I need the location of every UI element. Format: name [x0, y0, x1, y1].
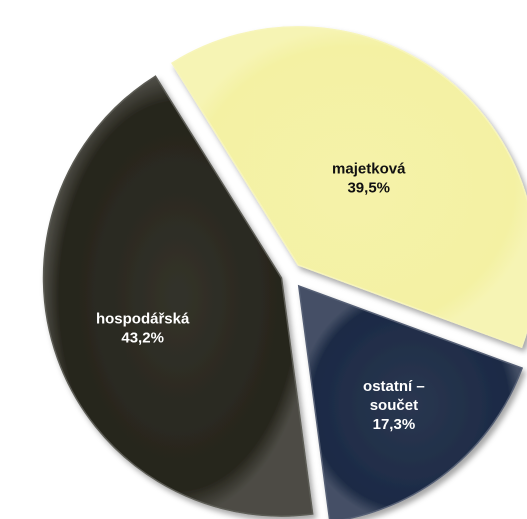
slice-value-label: 39,5% [347, 180, 390, 197]
slice-category-label: hospodářská [96, 310, 190, 327]
pie-slices [42, 26, 527, 519]
slice-category-label: majetková [332, 161, 406, 178]
slice-label: hospodářská 43,2% [96, 310, 190, 346]
slice-value-label: 17,3% [373, 416, 416, 433]
pie-slice [297, 284, 524, 519]
pie-slice [42, 75, 314, 517]
slice-category-label: ostatní – [363, 378, 425, 395]
slice-label: ostatní – součet 17,3% [363, 378, 425, 433]
pie-labels: majetková 39,5% ostatní – součet 17,3% hospod… [96, 161, 425, 433]
slice-category-label: součet [370, 397, 418, 414]
slice-value-label: 43,2% [121, 329, 164, 346]
pie-slice [171, 26, 527, 349]
slice-label: majetková 39,5% [332, 161, 406, 197]
